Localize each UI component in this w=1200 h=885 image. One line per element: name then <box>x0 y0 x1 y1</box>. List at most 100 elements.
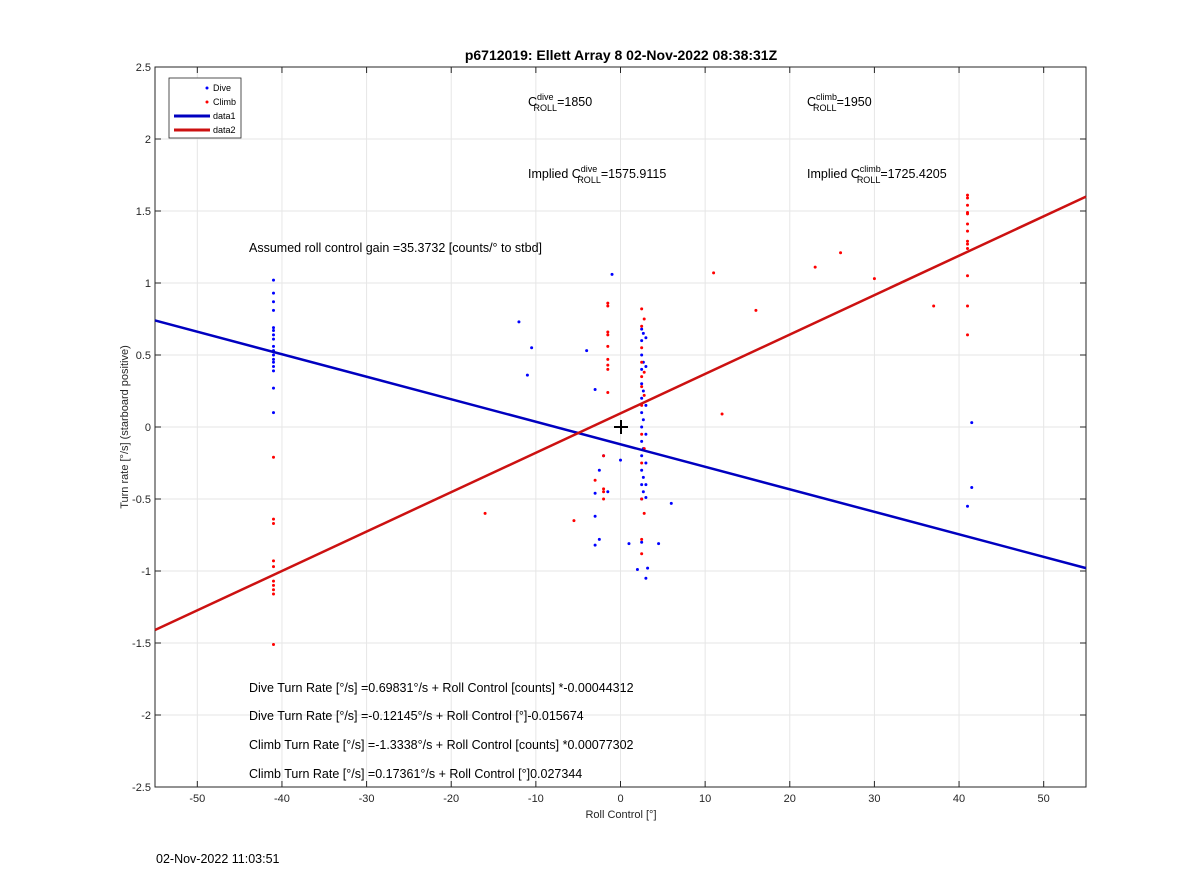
implied-c-roll-climb-annotation: Implied Cclimb ROLL=1725.4205 <box>807 164 947 185</box>
x-tick-label: -10 <box>528 793 544 805</box>
fit-line-dive-degrees: Dive Turn Rate [°/s] =-0.12145°/s + Roll… <box>249 709 584 723</box>
x-tick-label: 10 <box>699 793 711 805</box>
dive-point <box>525 373 529 377</box>
climb-point <box>602 497 606 501</box>
series-climb <box>271 193 970 646</box>
dive-point <box>271 369 275 373</box>
implied-dive-value: =1575.9115 <box>601 167 667 181</box>
center-marker <box>614 420 628 434</box>
y-tick-label: 0 <box>145 422 151 434</box>
climb-point <box>271 642 275 646</box>
climb-point <box>640 375 644 379</box>
climb-point <box>271 579 275 583</box>
climb-point <box>640 461 644 465</box>
dive-point <box>597 468 601 472</box>
climb-point <box>966 203 970 207</box>
climb-point <box>932 304 936 308</box>
implied-c-roll-dive-annotation: Implied Cdive ROLL=1575.9115 <box>528 164 666 185</box>
climb-point <box>966 274 970 278</box>
climb-point <box>966 196 970 200</box>
climb-point <box>642 511 646 515</box>
fit-line-dive-counts: Dive Turn Rate [°/s] =0.69831°/s + Roll … <box>249 681 634 695</box>
implied-dive-sup: dive <box>581 164 598 174</box>
climb-point <box>640 346 644 350</box>
climb-point <box>640 324 644 328</box>
dive-point <box>640 339 644 343</box>
dive-point <box>271 300 275 304</box>
climb-point <box>640 497 644 501</box>
c-climb-value: =1950 <box>837 95 872 109</box>
climb-point <box>966 239 970 243</box>
dive-point <box>644 336 648 340</box>
climb-point <box>606 333 610 337</box>
dive-point <box>970 485 974 489</box>
climb-point <box>602 490 606 494</box>
x-tick-label: 50 <box>1038 793 1050 805</box>
c-dive-sub: ROLL <box>534 103 558 113</box>
chart-title: p6712019: Ellett Array 8 02-Nov-2022 08:… <box>465 47 778 63</box>
y-tick-label: -1.5 <box>132 638 151 650</box>
dive-point <box>530 346 534 350</box>
c-climb-base: C <box>807 95 816 109</box>
dive-point <box>640 327 644 331</box>
dive-point <box>271 308 275 312</box>
dive-point <box>271 333 275 337</box>
y-tick-label: 2.5 <box>136 62 151 74</box>
dive-point <box>271 353 275 357</box>
climb-point <box>839 251 843 255</box>
dive-point <box>644 461 648 465</box>
climb-point <box>271 583 275 587</box>
dive-point <box>271 291 275 295</box>
dive-point <box>640 382 644 386</box>
implied-climb-sub: ROLL <box>857 175 881 185</box>
dive-point <box>966 504 970 508</box>
dive-point <box>644 403 648 407</box>
climb-point <box>606 363 610 367</box>
climb-point <box>271 588 275 592</box>
c-dive-base: C <box>528 95 537 109</box>
implied-climb-value: =1725.4205 <box>880 167 946 181</box>
dive-point <box>669 501 673 505</box>
dive-point <box>641 490 645 494</box>
dive-point <box>271 278 275 282</box>
dive-point <box>640 396 644 400</box>
y-tick-label: 1.5 <box>136 206 151 218</box>
dive-point <box>641 475 645 479</box>
x-tick-label: 30 <box>868 793 880 805</box>
dive-point <box>627 542 631 546</box>
fit-line-climb-degrees: Climb Turn Rate [°/s] =0.17361°/s + Roll… <box>249 767 582 781</box>
climb-point <box>966 212 970 216</box>
implied-dive-sub: ROLL <box>577 175 601 185</box>
dive-point <box>640 540 644 544</box>
climb-point <box>483 511 487 515</box>
dive-point <box>606 490 610 494</box>
climb-point <box>642 370 646 374</box>
dive-point <box>593 388 597 392</box>
climb-point <box>606 330 610 334</box>
climb-point <box>271 455 275 459</box>
climb-point <box>754 308 758 312</box>
climb-point <box>720 412 724 416</box>
fit-line-climb-counts: Climb Turn Rate [°/s] =-1.3338°/s + Roll… <box>249 738 634 752</box>
dive-point <box>610 272 614 276</box>
x-tick-label: 0 <box>617 793 623 805</box>
y-axis-label: Turn rate [°/s] (starboard positive) <box>119 345 131 509</box>
climb-point <box>640 360 644 364</box>
climb-point <box>606 344 610 348</box>
c-dive-sup: dive <box>537 92 554 102</box>
dive-point <box>641 389 645 393</box>
dive-point <box>271 360 275 364</box>
legend-dive-label: Dive <box>213 83 231 93</box>
y-tick-label: 2 <box>145 134 151 146</box>
x-tick-label: 20 <box>784 793 796 805</box>
c-dive-value: =1850 <box>557 95 592 109</box>
x-axis-label: Roll Control [°] <box>585 809 656 821</box>
climb-point <box>640 537 644 541</box>
dive-point <box>635 568 639 572</box>
c-climb-sup: climb <box>816 92 837 102</box>
climb-point <box>606 390 610 394</box>
legend-data1-label: data1 <box>213 111 236 121</box>
dive-point <box>640 367 644 371</box>
dive-point <box>646 566 650 570</box>
dive-point <box>593 543 597 547</box>
